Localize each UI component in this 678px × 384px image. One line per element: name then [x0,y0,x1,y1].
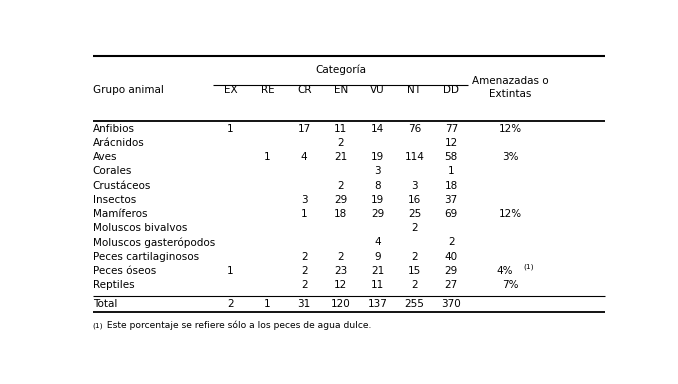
Text: 69: 69 [445,209,458,219]
Text: Moluscos gasterópodos: Moluscos gasterópodos [93,237,215,248]
Text: 19: 19 [371,195,384,205]
Text: 29: 29 [371,209,384,219]
Text: 16: 16 [408,195,421,205]
Text: 11: 11 [334,124,348,134]
Text: Arácnidos: Arácnidos [93,138,144,148]
Text: 12: 12 [334,280,348,290]
Text: 1: 1 [227,124,234,134]
Text: 19: 19 [371,152,384,162]
Text: 4: 4 [301,152,307,162]
Text: Moluscos bivalvos: Moluscos bivalvos [93,223,187,233]
Text: 1: 1 [448,166,454,177]
Text: 2: 2 [301,266,307,276]
Text: Peces óseos: Peces óseos [93,266,156,276]
Text: 255: 255 [405,299,424,309]
Text: NT: NT [407,85,422,96]
Text: 2: 2 [338,252,344,262]
Text: 2: 2 [338,138,344,148]
Text: 2: 2 [338,180,344,190]
Text: 1: 1 [227,266,234,276]
Text: 120: 120 [331,299,351,309]
Text: Corales: Corales [93,166,132,177]
Text: 4: 4 [374,237,381,247]
Text: 2: 2 [411,252,418,262]
Text: 114: 114 [405,152,424,162]
Text: Grupo animal: Grupo animal [93,85,163,96]
Text: 2: 2 [411,280,418,290]
Text: 3: 3 [411,180,418,190]
Text: 2: 2 [301,280,307,290]
Text: Reptiles: Reptiles [93,280,134,290]
Text: EX: EX [224,85,237,96]
Text: 2: 2 [227,299,234,309]
Text: 29: 29 [445,266,458,276]
Text: 76: 76 [408,124,421,134]
Text: (1): (1) [93,322,103,329]
Text: 7%: 7% [502,280,519,290]
Text: 3: 3 [301,195,307,205]
Text: 8: 8 [374,180,381,190]
Text: Anfibios: Anfibios [93,124,135,134]
Text: 17: 17 [298,124,311,134]
Text: Peces cartilaginosos: Peces cartilaginosos [93,252,199,262]
Text: 1: 1 [301,209,307,219]
Text: 11: 11 [371,280,384,290]
Text: 18: 18 [445,180,458,190]
Text: (1): (1) [523,264,534,270]
Text: 2: 2 [411,223,418,233]
Text: DD: DD [443,85,459,96]
Text: 3%: 3% [502,152,519,162]
Text: 15: 15 [408,266,421,276]
Text: 12%: 12% [499,124,522,134]
Text: 370: 370 [441,299,461,309]
Text: 4%: 4% [497,266,513,276]
Text: 27: 27 [445,280,458,290]
Text: Este porcentaje se refiere sólo a los peces de agua dulce.: Este porcentaje se refiere sólo a los pe… [104,321,372,330]
Text: 2: 2 [301,252,307,262]
Text: 37: 37 [445,195,458,205]
Text: CR: CR [297,85,311,96]
Text: Aves: Aves [93,152,117,162]
Text: Insectos: Insectos [93,195,136,205]
Text: Mamíferos: Mamíferos [93,209,147,219]
Text: 9: 9 [374,252,381,262]
Text: RE: RE [260,85,274,96]
Text: 58: 58 [445,152,458,162]
Text: 31: 31 [298,299,311,309]
Text: 3: 3 [374,166,381,177]
Text: EN: EN [334,85,348,96]
Text: 21: 21 [334,152,348,162]
Text: 14: 14 [371,124,384,134]
Text: 40: 40 [445,252,458,262]
Text: Total: Total [93,299,117,309]
Text: 29: 29 [334,195,348,205]
Text: 23: 23 [334,266,348,276]
Text: 12: 12 [445,138,458,148]
Text: 137: 137 [367,299,388,309]
Text: 18: 18 [334,209,348,219]
Text: 2: 2 [448,237,454,247]
Text: VU: VU [370,85,385,96]
Text: 12%: 12% [499,209,522,219]
Text: 77: 77 [445,124,458,134]
Text: 1: 1 [264,299,271,309]
Text: 21: 21 [371,266,384,276]
Text: Amenazadas o
Extintas: Amenazadas o Extintas [472,76,549,99]
Text: Crustáceos: Crustáceos [93,180,151,190]
Text: 25: 25 [408,209,421,219]
Text: Categoría: Categoría [315,65,366,75]
Text: 1: 1 [264,152,271,162]
